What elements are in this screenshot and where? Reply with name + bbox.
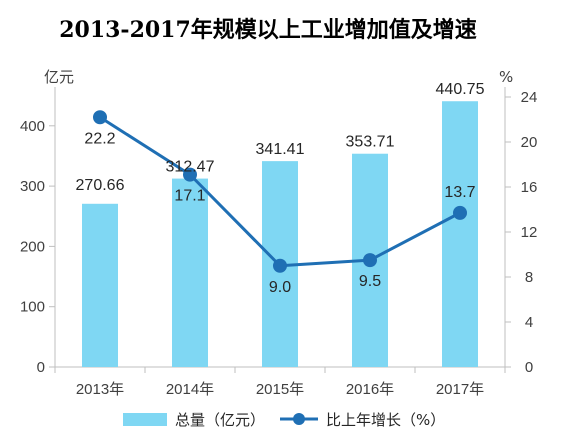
left-tick-label: 300 — [20, 178, 45, 195]
legend-line-label: 比上年增长（%） — [326, 411, 445, 429]
x-tick-label: 2015年 — [256, 381, 304, 398]
legend-bar-swatch — [123, 413, 167, 426]
right-tick-label: 8 — [525, 269, 533, 286]
left-axis-unit: 亿元 — [44, 68, 74, 86]
line-point — [93, 110, 107, 125]
line-point — [273, 258, 287, 273]
bar-value-label: 440.75 — [436, 81, 485, 98]
line-series — [93, 110, 467, 273]
line-value-label: 13.7 — [444, 184, 475, 201]
bar-value-label: 270.66 — [76, 177, 125, 194]
line-point — [453, 205, 467, 220]
axes: 0 100 200 300 400 0 4 8 12 16 20 24 2013年 2014年 2015年 2… — [20, 87, 537, 398]
right-tick-label: 20 — [521, 134, 538, 151]
bar-value-label: 341.41 — [256, 141, 305, 158]
bar — [82, 203, 118, 367]
x-tick-label: 2014年 — [166, 381, 214, 398]
bar-value-label: 353.71 — [346, 134, 395, 151]
right-tick-label: 16 — [521, 179, 538, 196]
left-tick-label: 400 — [20, 118, 45, 135]
legend-bar-label: 总量（亿元） — [175, 411, 265, 429]
line-value-label: 9.5 — [359, 273, 381, 290]
right-tick-label: 24 — [521, 89, 538, 106]
left-tick-label: 100 — [20, 299, 45, 316]
right-axis-unit: % — [499, 68, 513, 86]
legend: 总量（亿元） 比上年增长（%） — [123, 411, 445, 429]
bar-series — [82, 101, 478, 367]
bar-value-label: 312.47 — [166, 159, 215, 176]
line-value-label: 22.2 — [84, 130, 115, 147]
right-tick-label: 12 — [521, 224, 538, 241]
data-labels: 270.66 312.47 341.41 353.71 440.75 22.2 17.1 9.… — [76, 81, 485, 296]
right-tick-label: 0 — [525, 359, 533, 376]
line-point — [183, 167, 197, 182]
line-point — [363, 253, 377, 268]
line-value-label: 17.1 — [174, 188, 205, 205]
left-tick-label: 0 — [37, 359, 45, 376]
x-tick-label: 2013年 — [76, 381, 124, 398]
chart-title: 2013-2017年规模以上工业增加值及增速 — [59, 17, 477, 43]
x-tick-label: 2016年 — [346, 381, 394, 398]
legend-line-marker — [293, 413, 305, 425]
bar — [442, 101, 478, 367]
left-tick-label: 200 — [20, 238, 45, 255]
line-value-label: 9.0 — [269, 279, 291, 296]
x-tick-label: 2017年 — [436, 381, 484, 398]
right-tick-label: 4 — [525, 314, 533, 331]
bar — [172, 178, 208, 367]
